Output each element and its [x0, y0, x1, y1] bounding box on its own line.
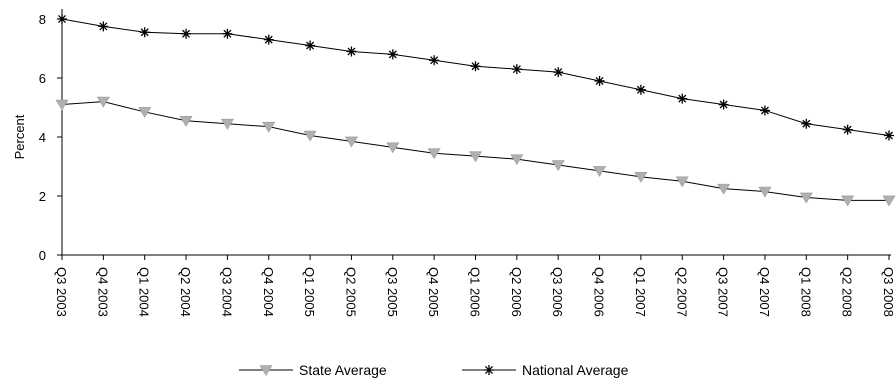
data-point-national-average [139, 27, 150, 38]
data-point-national-average [346, 46, 357, 57]
axes [61, 9, 891, 256]
data-point-state-average [841, 195, 855, 207]
series-markers [55, 14, 896, 207]
data-point-state-average [675, 176, 689, 188]
data-point-state-average [427, 148, 441, 160]
data-point-national-average [222, 28, 233, 39]
data-point-national-average [635, 84, 646, 95]
data-point-national-average [842, 124, 853, 135]
legend-label: National Average [522, 362, 629, 378]
data-point-state-average [758, 186, 772, 198]
x-tick-label: Q3 2005 [385, 267, 400, 317]
data-point-national-average [305, 40, 316, 51]
x-tick-label: Q4 2003 [95, 267, 110, 317]
y-tick-label: 2 [39, 189, 46, 204]
legend-marker-icon [484, 365, 494, 375]
x-tick-label: Q4 2006 [592, 267, 607, 317]
data-point-state-average [179, 115, 193, 127]
x-tick-label: Q2 2004 [178, 267, 193, 317]
data-point-national-average [677, 93, 688, 104]
data-point-state-average [882, 195, 896, 207]
data-point-state-average [634, 172, 648, 183]
x-tick-label: Q2 2005 [343, 267, 358, 317]
data-point-national-average [801, 118, 812, 129]
data-point-national-average [718, 99, 729, 110]
data-point-state-average [55, 99, 69, 111]
y-tick-label: 4 [39, 130, 46, 145]
data-point-national-average [98, 21, 109, 32]
data-point-national-average [511, 64, 522, 75]
data-point-national-average [594, 75, 605, 86]
data-point-state-average [593, 166, 607, 177]
data-point-state-average [96, 96, 110, 108]
data-point-national-average [553, 67, 564, 78]
data-point-state-average [138, 107, 152, 118]
x-tick-label: Q4 2005 [426, 267, 441, 317]
x-tick-label: Q4 2004 [261, 267, 276, 317]
x-tick-label: Q1 2004 [137, 267, 152, 317]
data-point-national-average [263, 34, 274, 45]
x-tick-label: Q2 2008 [840, 267, 855, 317]
x-tick-label: Q3 2003 [54, 267, 69, 317]
data-point-national-average [759, 105, 770, 116]
x-tick-label: Q1 2006 [468, 267, 483, 317]
data-point-state-average [303, 130, 317, 142]
x-tick-label: Q3 2006 [550, 267, 565, 317]
legend-item-national-average: National Average [462, 362, 629, 378]
y-tick-label: 8 [39, 12, 46, 27]
data-point-state-average [551, 160, 565, 172]
y-axis-ticks: 0 2 4 6 8 [39, 12, 62, 263]
data-point-state-average [344, 136, 358, 148]
y-tick-label: 0 [39, 248, 46, 263]
data-point-national-average [57, 14, 67, 24]
x-tick-label: Q1 2005 [302, 267, 317, 317]
data-point-national-average [470, 61, 481, 72]
data-point-state-average [468, 151, 483, 163]
data-point-state-average [262, 121, 276, 133]
y-tick-label: 6 [39, 71, 46, 86]
x-axis-ticks: Q3 2003 Q4 2003 Q1 2004 Q2 2004 Q3 2004 Q4 20… [54, 255, 896, 317]
x-tick-label: Q3 2004 [219, 267, 234, 317]
x-tick-label: Q1 2008 [798, 267, 813, 317]
data-point-national-average [884, 130, 894, 141]
data-point-national-average [429, 55, 440, 66]
data-point-state-average [799, 192, 813, 204]
legend-label: State Average [299, 362, 387, 378]
data-point-national-average [387, 49, 398, 60]
x-tick-label: Q4 2007 [757, 267, 772, 317]
legend: State Average National Average [239, 362, 629, 378]
x-tick-label: Q2 2006 [509, 267, 524, 317]
x-tick-label: Q3 2007 [716, 267, 731, 317]
data-point-national-average [181, 28, 192, 39]
data-point-state-average [386, 142, 400, 154]
x-tick-label: Q1 2007 [633, 267, 648, 317]
x-tick-label: Q2 2007 [674, 267, 689, 317]
legend-marker-icon [259, 365, 273, 376]
data-point-state-average [717, 183, 731, 195]
legend-item-state-average: State Average [239, 362, 387, 378]
y-axis-title: Percent [12, 114, 27, 159]
data-point-state-average [220, 118, 234, 130]
x-tick-label: Q3 2008 [881, 267, 896, 317]
data-point-state-average [510, 154, 524, 166]
